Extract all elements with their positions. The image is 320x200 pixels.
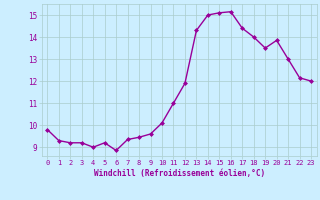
X-axis label: Windchill (Refroidissement éolien,°C): Windchill (Refroidissement éolien,°C) <box>94 169 265 178</box>
